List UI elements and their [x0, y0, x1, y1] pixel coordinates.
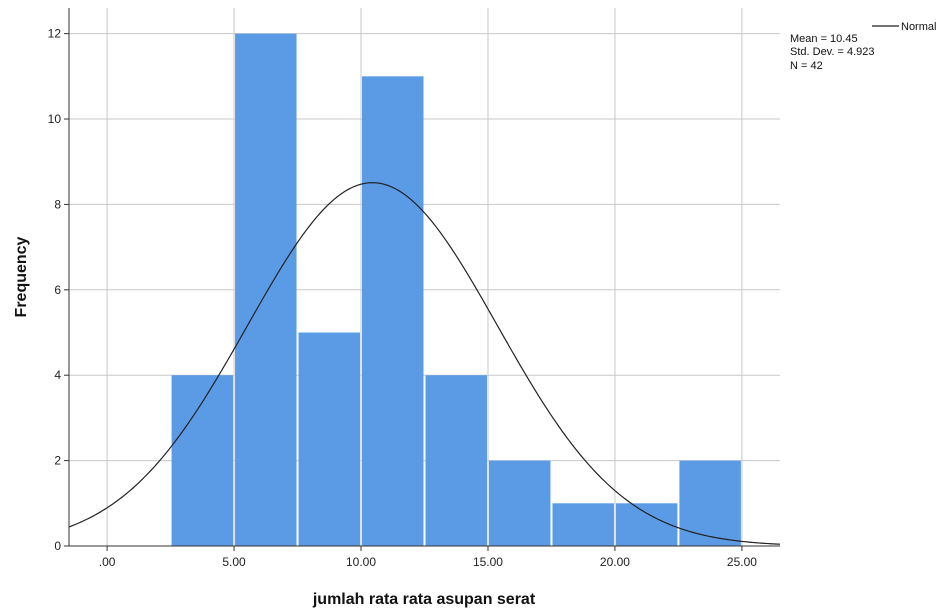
histogram-bar — [552, 503, 614, 546]
legend-std-dev: Std. Dev. = 4.923 — [790, 46, 875, 58]
x-tick-label: 5.00 — [222, 555, 246, 569]
y-tick-label: 0 — [54, 539, 61, 553]
x-tick-label: 25.00 — [727, 555, 757, 569]
histogram-bar — [298, 332, 361, 546]
y-tick-label: 6 — [54, 283, 61, 297]
axes — [68, 8, 780, 547]
histogram-bars — [171, 33, 741, 547]
y-axis-title: Frequency — [13, 236, 30, 317]
histogram-bar — [488, 460, 551, 546]
histogram-bar — [235, 33, 297, 547]
legend: Normal Mean = 10.45 Std. Dev. = 4.923 N … — [790, 21, 936, 72]
legend-n: N = 42 — [790, 60, 823, 72]
y-tick-label: 10 — [48, 112, 62, 126]
x-tick-label: .00 — [99, 555, 116, 569]
y-tick-label: 8 — [54, 197, 61, 211]
histogram-bar — [362, 76, 424, 547]
y-tick-label: 12 — [48, 27, 62, 41]
histogram-bar — [615, 503, 678, 546]
x-tick-label: 15.00 — [473, 555, 503, 569]
y-tick-labels: 0 2 4 6 8 10 12 — [48, 27, 69, 553]
x-axis-title: jumlah rata rata asupan serat — [312, 591, 536, 608]
histogram-bar — [425, 375, 487, 546]
normal-curve — [68, 182, 781, 545]
histogram-bar — [679, 460, 741, 546]
histogram-bar — [171, 375, 234, 546]
legend-mean: Mean = 10.45 — [790, 33, 858, 45]
x-tick-label: 10.00 — [346, 555, 376, 569]
y-tick-label: 2 — [54, 454, 61, 468]
y-tick-label: 4 — [54, 368, 61, 382]
x-tick-label: 20.00 — [600, 555, 630, 569]
x-tick-labels: .00 5.00 10.00 15.00 20.00 25.00 — [99, 546, 757, 569]
legend-normal-label: Normal — [901, 21, 936, 33]
